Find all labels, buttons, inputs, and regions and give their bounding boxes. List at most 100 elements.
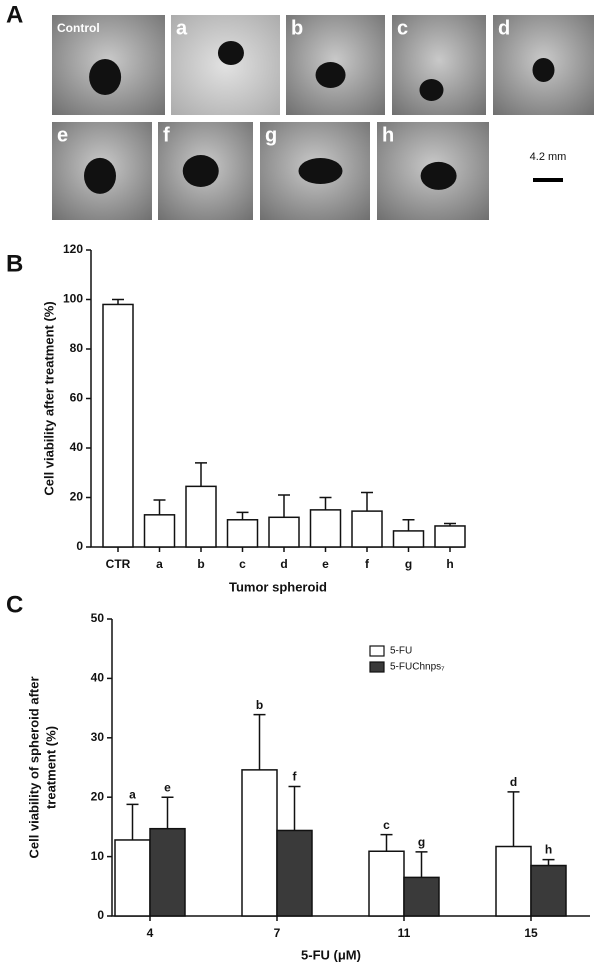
error-bar — [153, 499, 166, 515]
error-bar — [415, 851, 428, 878]
bar-label: c — [383, 818, 390, 832]
y-tick-label: 100 — [63, 292, 83, 306]
x-tick-label: 15 — [524, 926, 538, 940]
bar — [368, 850, 405, 917]
bar-label: b — [256, 698, 263, 712]
x-axis-title: Tumor spheroid — [229, 579, 327, 594]
error-bar — [361, 491, 373, 512]
error-bar — [253, 713, 266, 770]
bar — [403, 876, 440, 917]
bar — [276, 829, 313, 917]
x-tick-label: CTR — [106, 557, 131, 571]
error-bar — [402, 519, 415, 531]
photo-label: b — [291, 17, 303, 39]
panel-label: A — [6, 1, 23, 28]
photo-label: Control — [57, 21, 100, 35]
bar — [530, 864, 567, 917]
y-axis-title: Cell viability after treatment (%) — [41, 301, 56, 495]
y-tick-label: 40 — [91, 671, 105, 685]
photo — [171, 15, 280, 115]
x-tick-label: b — [197, 557, 204, 571]
x-axis-title: 5-FU (μM) — [301, 947, 361, 962]
legend-label: 5-FUChnps₇ — [390, 662, 445, 673]
bar-label: g — [418, 835, 425, 849]
photo-label: c — [397, 17, 408, 39]
error-bar — [195, 462, 207, 487]
y-tick-label: 10 — [91, 849, 105, 863]
bar-label: a — [129, 787, 136, 801]
spheroid — [420, 161, 457, 190]
bar — [114, 839, 151, 917]
bar — [226, 519, 259, 548]
legend-label: 5-FU — [390, 646, 412, 657]
spheroid — [532, 58, 555, 82]
photo-label: d — [498, 17, 510, 39]
error-bar — [319, 496, 332, 510]
x-tick-label: 7 — [274, 926, 281, 940]
legend-swatch — [369, 661, 385, 673]
y-tick-label: 50 — [91, 611, 105, 625]
error-bar — [112, 298, 124, 305]
x-tick-label: h — [446, 557, 453, 571]
spheroid — [89, 59, 122, 95]
spheroid — [315, 62, 346, 88]
bar — [143, 514, 176, 548]
x-tick-label: a — [156, 557, 163, 571]
panel-label: C — [6, 591, 23, 618]
spheroid — [84, 157, 116, 194]
y-tick-label: 20 — [70, 490, 84, 504]
spheroid — [419, 79, 444, 101]
y-axis-title: treatment (%) — [43, 726, 58, 809]
x-tick-label: c — [239, 557, 246, 571]
error-bar — [507, 791, 520, 847]
spheroid — [217, 41, 244, 65]
bar — [268, 516, 300, 548]
x-tick-label: f — [365, 557, 370, 571]
photo-label: e — [57, 124, 68, 146]
bar — [185, 485, 217, 548]
axis — [90, 250, 465, 548]
photo-label: a — [176, 17, 188, 39]
bar — [149, 827, 186, 917]
error-bar — [278, 494, 290, 518]
spheroid — [182, 155, 219, 187]
error-bar — [542, 858, 555, 866]
bar — [495, 845, 532, 917]
x-tick-label: e — [322, 557, 329, 571]
y-tick-label: 0 — [76, 539, 83, 553]
y-tick-label: 40 — [70, 440, 84, 454]
bar-label: h — [545, 843, 552, 857]
error-bar — [126, 803, 139, 840]
y-tick-label: 80 — [70, 341, 84, 355]
spheroid — [298, 158, 343, 184]
y-axis-title: Cell viability of spheroid after — [26, 676, 41, 858]
bar-label: e — [164, 780, 171, 794]
x-tick-label: d — [280, 557, 287, 571]
error-bar — [444, 522, 456, 526]
bar — [241, 769, 278, 917]
y-tick-label: 60 — [70, 391, 84, 405]
photo-panel: Control a b c d e f g h — [52, 15, 594, 220]
y-tick-label: 0 — [97, 908, 104, 922]
bar — [392, 530, 425, 548]
photo-label: f — [163, 124, 170, 146]
x-tick-label: g — [405, 557, 412, 571]
error-bar — [161, 796, 174, 829]
bar — [309, 509, 342, 548]
photo-label: h — [382, 124, 394, 146]
y-tick-label: 120 — [63, 242, 83, 256]
x-tick-label: 4 — [147, 926, 154, 940]
bar — [351, 510, 383, 548]
x-tick-label: 11 — [398, 926, 411, 940]
bar-label: f — [293, 770, 298, 784]
photo-label: g — [265, 124, 277, 146]
error-bar — [236, 511, 249, 520]
y-tick-label: 20 — [91, 789, 105, 803]
bar — [434, 525, 466, 548]
error-bar — [288, 785, 301, 831]
bar — [102, 303, 134, 548]
y-tick-label: 30 — [91, 730, 105, 744]
error-bar — [380, 833, 393, 852]
panel-label: B — [6, 250, 23, 277]
legend-swatch — [369, 645, 385, 657]
